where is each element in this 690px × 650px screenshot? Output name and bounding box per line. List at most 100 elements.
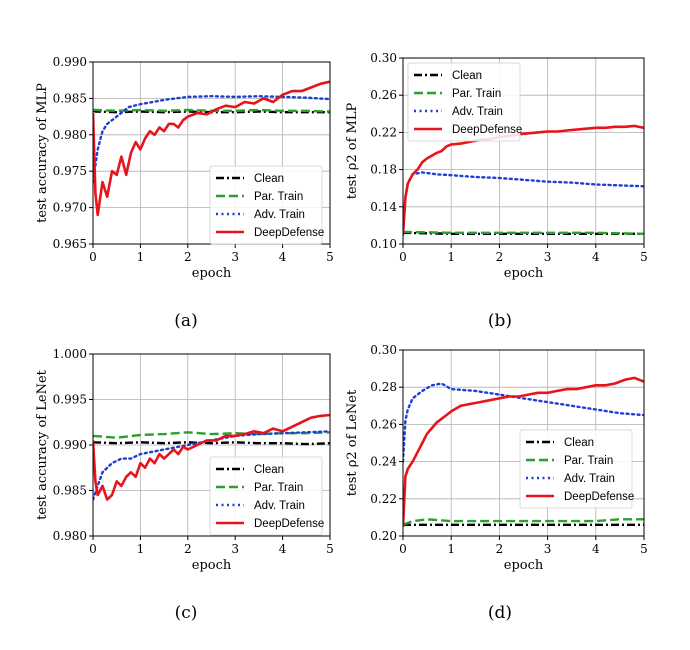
y-tick-label: 0.980 xyxy=(53,529,87,543)
legend-label: Clean xyxy=(564,437,594,449)
y-tick-label: 0.995 xyxy=(53,393,87,407)
y-tick-label: 0.975 xyxy=(53,164,87,178)
x-tick-label: 3 xyxy=(231,542,239,556)
series-line-par-train xyxy=(93,108,330,113)
y-tick-label: 0.26 xyxy=(370,417,397,431)
y-tick-label: 1.000 xyxy=(53,347,87,361)
x-tick-label: 5 xyxy=(640,542,648,556)
y-tick-label: 0.970 xyxy=(53,201,87,215)
legend-box xyxy=(209,165,323,245)
y-axis-label: test accuracy of LeNet xyxy=(35,369,50,520)
legend-label: DeepDefense xyxy=(254,518,324,530)
series-line-adv-train xyxy=(403,171,644,236)
x-tick-label: 5 xyxy=(640,250,648,264)
x-tick-label: 0 xyxy=(399,542,407,556)
legend-label: Par. Train xyxy=(254,191,303,203)
x-tick-label: 0 xyxy=(399,250,407,264)
y-tick-label: 0.22 xyxy=(370,125,397,139)
legend: Clean Par. Train Adv. Train DeepDefense xyxy=(519,429,634,509)
series-line-deepdefense xyxy=(93,413,330,501)
legend-box xyxy=(209,456,323,536)
x-tick-label: 4 xyxy=(279,542,287,556)
x-tick-label: 5 xyxy=(326,250,334,264)
plot-frame xyxy=(402,57,645,245)
x-tick-label: 1 xyxy=(137,542,145,556)
x-axis-label: epoch xyxy=(192,558,232,573)
chart-panel-2: 0 1 2 3 4 5 0.10 0.14 0.18 0.22 0.26 0.30 epoch test … xyxy=(345,51,648,331)
x-tick-label: 3 xyxy=(231,250,239,264)
x-tick-label: 2 xyxy=(184,250,192,264)
y-tick-label: 0.30 xyxy=(370,343,397,357)
x-axis-label: epoch xyxy=(192,266,232,281)
panel-caption: (a) xyxy=(174,311,197,331)
y-tick-label: 0.18 xyxy=(370,163,397,177)
y-tick-label: 0.980 xyxy=(53,128,87,142)
x-tick-label: 3 xyxy=(544,542,552,556)
series-line-deepdefense xyxy=(403,376,644,527)
legend-label: Par. Train xyxy=(452,88,501,100)
legend-label: DeepDefense xyxy=(564,491,634,503)
x-tick-label: 3 xyxy=(544,250,552,264)
series-group xyxy=(403,376,644,527)
y-tick-label: 0.985 xyxy=(53,91,87,105)
x-tick-label: 1 xyxy=(447,250,455,264)
y-tick-label: 0.30 xyxy=(370,51,397,65)
x-tick-label: 5 xyxy=(326,542,334,556)
legend: Clean Par. Train Adv. Train DeepDefense xyxy=(407,62,522,142)
x-tick-label: 4 xyxy=(592,250,600,264)
legend-label: Adv. Train xyxy=(254,500,305,512)
y-tick-label: 0.990 xyxy=(53,55,87,69)
y-axis-label: test accuracy of MLP xyxy=(35,83,50,223)
series-line-par-train xyxy=(403,518,644,526)
y-axis-label: test ρ2 of MLP xyxy=(345,103,360,200)
legend-box xyxy=(407,62,521,142)
x-tick-label: 4 xyxy=(592,542,600,556)
series-line-par-train xyxy=(403,230,644,235)
legend-label: Adv. Train xyxy=(564,473,615,485)
series-line-adv-train xyxy=(93,430,330,501)
panel-caption: (c) xyxy=(175,603,198,623)
y-tick-label: 0.965 xyxy=(53,237,87,251)
chart-panel-4: 0 1 2 3 4 5 0.20 0.22 0.24 0.26 0.28 0.30 epoch test … xyxy=(345,343,648,623)
legend-label: DeepDefense xyxy=(452,124,522,136)
chart-panel-3: 0 1 2 3 4 5 0.980 0.985 0.990 0.995 1.000 epoch test… xyxy=(35,347,334,623)
y-tick-label: 0.14 xyxy=(370,200,397,214)
x-tick-label: 4 xyxy=(279,250,287,264)
series-group xyxy=(93,80,330,217)
legend-label: Adv. Train xyxy=(452,106,503,118)
y-tick-label: 0.20 xyxy=(370,529,397,543)
legend-label: Par. Train xyxy=(564,455,613,467)
x-tick-label: 2 xyxy=(496,542,504,556)
y-tick-label: 0.26 xyxy=(370,88,397,102)
legend: Clean Par. Train Adv. Train DeepDefense xyxy=(209,456,324,536)
x-tick-label: 2 xyxy=(184,542,192,556)
series-line-clean xyxy=(93,441,330,446)
plot-frame xyxy=(402,349,645,537)
legend-label: Clean xyxy=(254,173,284,185)
series-line-deepdefense xyxy=(93,80,330,217)
y-tick-label: 0.22 xyxy=(370,492,397,506)
y-tick-label: 0.10 xyxy=(370,237,397,251)
y-tick-label: 0.28 xyxy=(370,380,397,394)
y-tick-label: 0.990 xyxy=(53,438,87,452)
series-group xyxy=(403,124,644,236)
series-line-adv-train xyxy=(93,94,330,184)
x-axis-label: epoch xyxy=(504,266,544,281)
y-axis-label: test ρ2 of LeNet xyxy=(345,389,360,496)
legend-label: Clean xyxy=(452,70,482,82)
x-tick-label: 0 xyxy=(89,542,97,556)
panel-caption: (d) xyxy=(488,603,512,623)
legend-label: Clean xyxy=(254,464,284,476)
y-tick-label: 0.24 xyxy=(370,455,397,469)
x-tick-label: 1 xyxy=(447,542,455,556)
legend: Clean Par. Train Adv. Train DeepDefense xyxy=(209,165,324,245)
y-tick-label: 0.985 xyxy=(53,484,87,498)
series-group xyxy=(93,413,330,501)
legend-label: Par. Train xyxy=(254,482,303,494)
x-tick-label: 0 xyxy=(89,250,97,264)
chart-panel-1: 0 1 2 3 4 5 0.965 0.970 0.975 0.980 0.985 0.990 epoc… xyxy=(35,55,334,331)
series-line-adv-train xyxy=(403,382,644,463)
x-axis-label: epoch xyxy=(504,558,544,573)
legend-label: DeepDefense xyxy=(254,227,324,239)
